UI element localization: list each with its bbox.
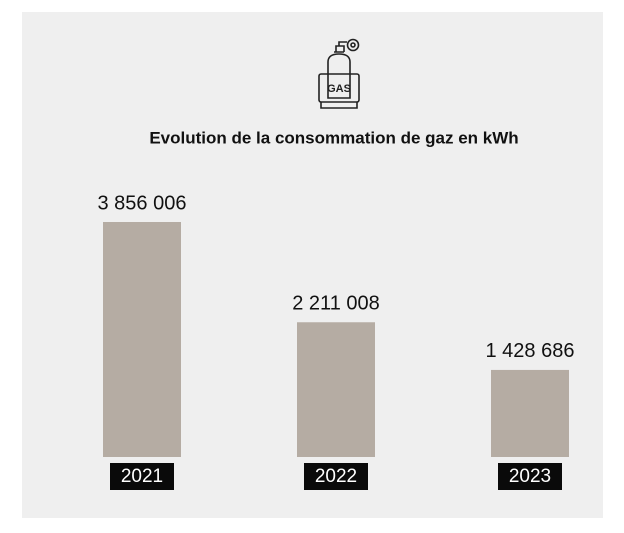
category-box — [498, 463, 562, 490]
bar — [297, 322, 375, 457]
x-tick-label: 2021 — [121, 466, 163, 487]
gas-icon — [318, 38, 360, 109]
value-label: 3 856 006 — [98, 192, 187, 214]
category-box — [304, 463, 368, 490]
chart-title: Evolution de la consommation de gaz en k… — [149, 128, 518, 147]
value-label: 2 211 008 — [292, 293, 380, 315]
bar — [491, 369, 569, 457]
category-box — [110, 463, 174, 490]
icon-label: GAS — [327, 83, 351, 95]
value-label: 1 428 686 — [486, 340, 575, 362]
x-tick-label: 2023 — [509, 466, 551, 487]
bar — [103, 222, 181, 457]
x-tick-label: 2022 — [315, 466, 357, 487]
